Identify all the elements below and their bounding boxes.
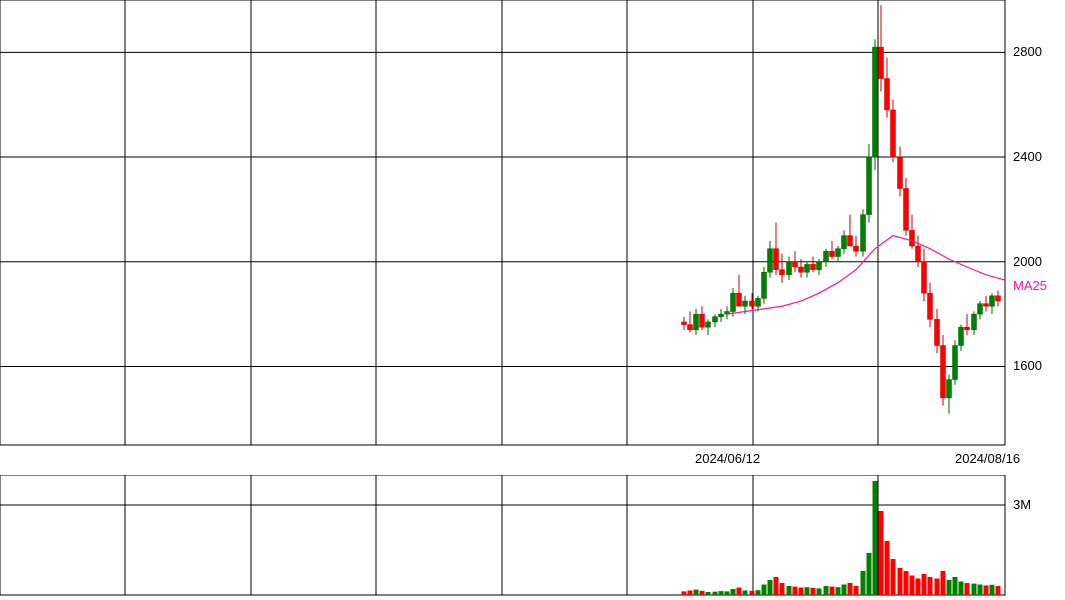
price-chart-svg: [0, 0, 1065, 447]
y-axis-label: 2400: [1013, 149, 1042, 164]
stock-chart: 1600 2000 2400 2800 3M MA25 2024/06/12 2024/08/…: [0, 0, 1065, 600]
volume-chart-svg: [0, 475, 1065, 597]
volume-axis-label: 3M: [1013, 497, 1031, 512]
y-axis-label: 2800: [1013, 44, 1042, 59]
y-axis-label: 2000: [1013, 254, 1042, 269]
x-axis-label: 2024/08/16: [955, 451, 1020, 466]
ma25-label: MA25: [1013, 278, 1047, 293]
x-axis-label: 2024/06/12: [695, 451, 760, 466]
y-axis-label: 1600: [1013, 358, 1042, 373]
